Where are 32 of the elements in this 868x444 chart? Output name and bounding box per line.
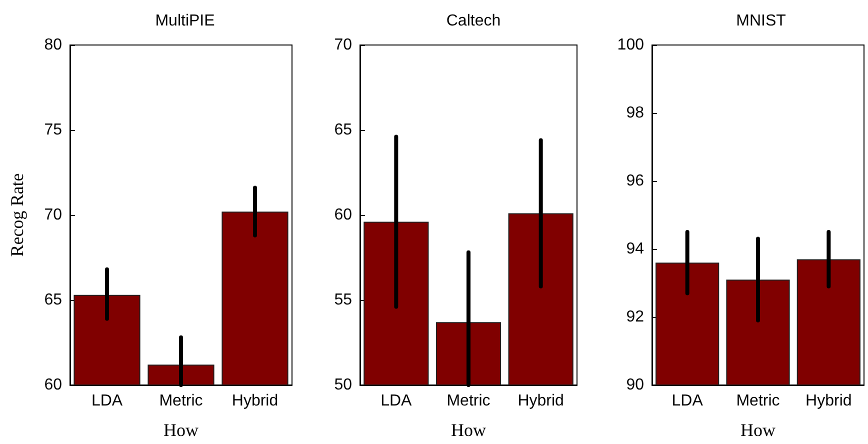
y-tick-label: 100 [617,36,644,54]
y-tick-label: 60 [334,206,352,224]
y-axis-title: Recog Rate [7,173,27,257]
y-tick-label: 65 [44,292,62,308]
y-tick-label: 98 [626,104,644,122]
y-tick-label: 65 [334,122,352,138]
x-tick-label: LDA [91,392,123,410]
y-tick-label: 80 [44,36,62,54]
x-tick-label: Metric [446,392,490,410]
y-tick-label: 50 [334,376,352,394]
x-tick-label: Metric [736,392,780,410]
y-tick-label: 70 [44,206,62,224]
x-axis-title: How [740,420,776,440]
x-axis-title: How [451,420,486,440]
chart-title: MultiPIE [155,12,215,30]
x-tick-label: LDA [380,392,412,410]
y-tick-label: 75 [44,122,62,138]
x-tick-label: Metric [159,392,203,410]
y-tick-label: 94 [626,240,644,258]
chart-title: MNIST [736,12,786,30]
y-tick-label: 92 [626,308,644,326]
y-tick-label: 90 [626,376,644,394]
x-axis-title: How [164,420,198,440]
y-tick-label: 70 [334,36,352,54]
y-tick-label: 96 [626,172,644,190]
y-tick-label: 55 [334,292,352,308]
x-tick-label: Hybrid [806,392,852,410]
x-tick-label: LDA [672,392,704,410]
chart-title: Caltech [446,12,501,30]
x-tick-label: Hybrid [518,392,564,410]
y-tick-label: 60 [44,376,62,394]
x-tick-label: Hybrid [232,392,278,410]
